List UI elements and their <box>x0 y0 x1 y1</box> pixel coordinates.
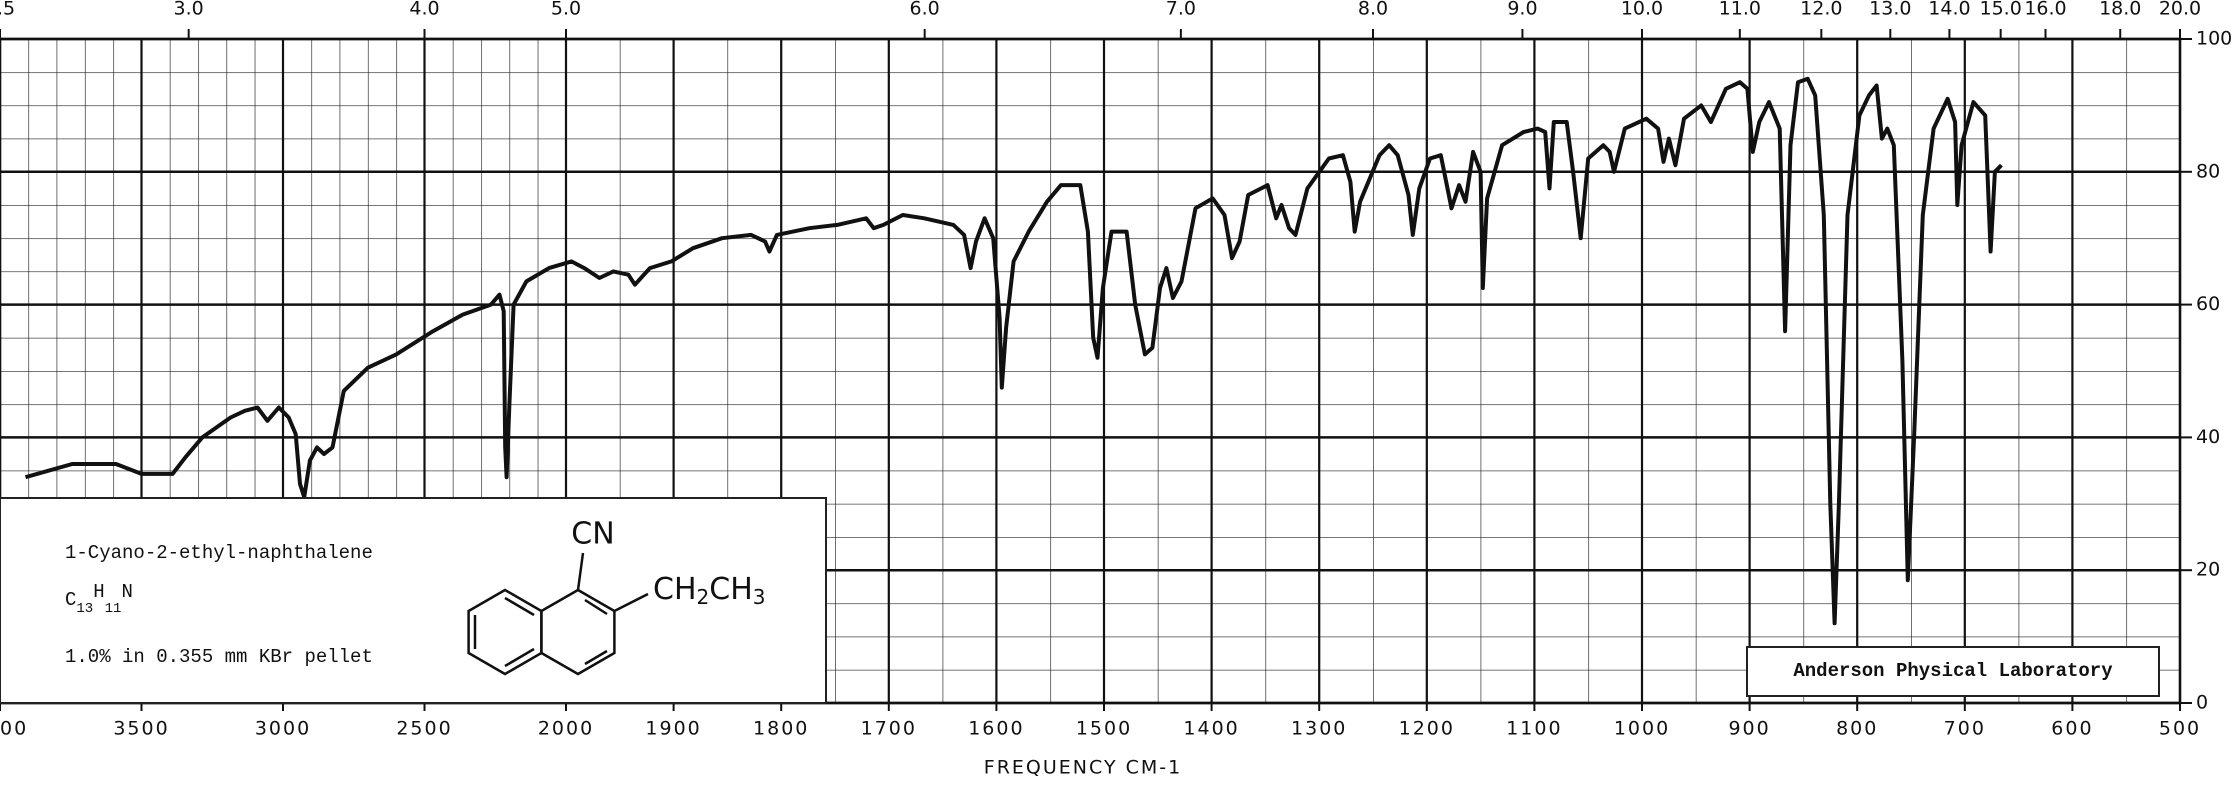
plot-frame <box>0 37 2182 705</box>
x-tick-label: 900 <box>1728 718 1770 740</box>
x-tick-label: 1000 <box>1614 718 1670 740</box>
x-tick-label: 1400 <box>1183 718 1239 740</box>
x2-tick-label: 3.0 <box>174 0 204 20</box>
sample-note: 1.0% in 0.355 mm KBr pellet <box>65 646 373 668</box>
x-tick-label: 1700 <box>861 718 917 740</box>
minor-grid-low <box>566 39 2180 703</box>
x-tick-label: 700 <box>1944 718 1986 740</box>
x2-tick-label: 15.0 <box>1980 0 2022 20</box>
lab-label: Anderson Physical Laboratory <box>1793 660 2113 682</box>
substituent-label: CH2CH3 <box>653 572 766 609</box>
formula-part: 13 <box>76 601 93 617</box>
x-tick-label: 500 <box>2159 718 2201 740</box>
x-tick-label: 3500 <box>113 718 169 740</box>
substituent-part: 3 <box>753 585 766 609</box>
x2-tick-label: 7.0 <box>1166 0 1196 20</box>
x2-tick-label: 5.0 <box>551 0 581 20</box>
x2-tick-label: 11.0 <box>1719 0 1761 20</box>
x-tick-label: 2000 <box>538 718 594 740</box>
substituent-bonds <box>576 552 649 613</box>
substituent-part: CH <box>709 572 753 607</box>
formula-part: N <box>121 581 132 603</box>
x-tick-label: 1300 <box>1291 718 1347 740</box>
formula-part: C <box>65 589 76 611</box>
x-tick-label: 800 <box>1836 718 1878 740</box>
x2-tick-label: 16.0 <box>2024 0 2066 20</box>
x2-tick-label: 13.0 <box>1869 0 1911 20</box>
x-axis-title: FREQUENCY CM-1 <box>984 757 1182 779</box>
x2-tick-label: 18.0 <box>2099 0 2141 20</box>
substituent-label: CN <box>571 517 614 552</box>
formula-part: H <box>93 581 104 603</box>
x2-tick-label: 12.0 <box>1800 0 1842 20</box>
x-tick-label: 1900 <box>645 718 701 740</box>
substituent-part: CH <box>653 572 697 607</box>
formula: C13H11N <box>65 581 133 617</box>
x2-tick-label: 6.0 <box>910 0 940 20</box>
x-tick-label: 1800 <box>753 718 809 740</box>
info-box <box>0 497 827 704</box>
y-tick-label: 40 <box>2196 426 2220 448</box>
y-tick-label: 20 <box>2196 559 2220 581</box>
x2-tick-label: 8.0 <box>1358 0 1388 20</box>
substituent-part: 2 <box>697 585 710 609</box>
x-tick-label: 1600 <box>968 718 1024 740</box>
spectrum-line <box>24 76 2003 626</box>
y-tick-label: 100 <box>2196 28 2232 50</box>
x2-tick-label: 10.0 <box>1621 0 1663 20</box>
x2-tick-label: 2.5 <box>0 0 15 20</box>
x-tick-label: 1200 <box>1399 718 1455 740</box>
x-tick-label: 1100 <box>1506 718 1562 740</box>
x2-tick-label: 9.0 <box>1507 0 1537 20</box>
structure <box>467 552 649 676</box>
x-tick-label: 1500 <box>1076 718 1132 740</box>
x-tick-label: 4000 <box>0 718 28 740</box>
x-tick-label: 2500 <box>396 718 452 740</box>
formula-part: 11 <box>105 601 122 617</box>
compound-name: 1-Cyano-2-ethyl-naphthalene <box>65 542 373 564</box>
x2-tick-label: 4.0 <box>409 0 439 20</box>
y-tick-label: 80 <box>2196 160 2220 182</box>
lab-box <box>1746 646 2160 697</box>
x2-tick-label: 20.0 <box>2159 0 2201 20</box>
y-tick-label: 60 <box>2196 293 2220 315</box>
y-tick-label: 0 <box>2196 692 2208 714</box>
x-tick-label: 3000 <box>255 718 311 740</box>
x2-tick-label: 14.0 <box>1928 0 1970 20</box>
ring-double-bonds <box>473 596 608 668</box>
x-tick-label: 600 <box>2051 718 2093 740</box>
